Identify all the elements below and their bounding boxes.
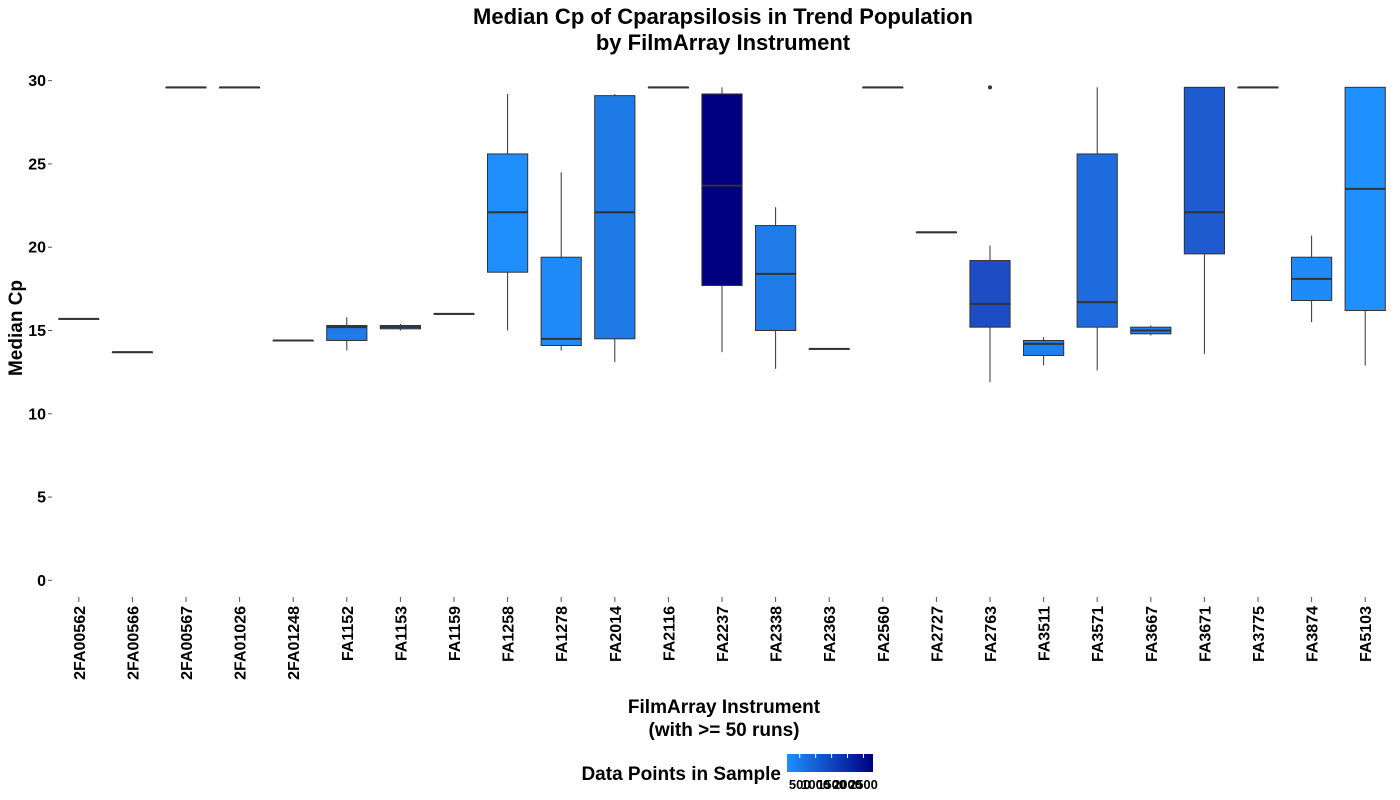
x-tick-label: 2FA00562 [72, 606, 89, 680]
legend-label: 2000 [833, 777, 862, 792]
x-tick-label: FA2014 [608, 606, 625, 662]
box-2FA01248 [272, 339, 314, 342]
box-iqr [969, 260, 1011, 328]
x-axis-title-line-1: FilmArray Instrument [628, 697, 821, 718]
box-iqr [1344, 86, 1386, 312]
box-iqr [755, 225, 797, 331]
box-2FA00567 [165, 86, 207, 89]
legend-colorbar [787, 754, 873, 772]
box-FA5103 [1344, 86, 1386, 366]
box-FA1278 [540, 172, 582, 351]
box-FA1159 [433, 312, 475, 315]
legend: Data Points in Sample 500100015002000250… [581, 754, 878, 792]
y-axis-title: Median Cp [6, 280, 27, 376]
box-2FA01026 [219, 86, 261, 89]
chart-title-line-2: by FilmArray Instrument [596, 30, 851, 55]
box-FA3667 [1130, 325, 1172, 336]
x-axis: 2FA00562 2FA00566 2FA00567 2FA01026 2FA01248… [72, 597, 1375, 680]
box-FA2727 [915, 231, 957, 234]
x-tick-label: FA3775 [1251, 606, 1268, 662]
legend-label: 2500 [849, 777, 878, 792]
box-FA2560 [862, 86, 904, 89]
box-FA2763 [969, 85, 1011, 383]
x-tick-label: FA2363 [822, 606, 839, 662]
box-iqr [1076, 153, 1118, 328]
outlier-point [988, 85, 992, 90]
x-tick-label: FA3667 [1144, 606, 1161, 662]
y-tick-label: 15 [28, 323, 46, 340]
legend-label: 500 [789, 777, 811, 792]
box-FA1153 [379, 323, 421, 331]
x-tick-label: FA2763 [983, 606, 1000, 662]
box-FA3775 [1237, 86, 1279, 89]
box-FA3571 [1076, 87, 1118, 371]
y-axis: 0 5 10 15 20 25 30 [28, 73, 52, 590]
x-tick-label: 2FA01026 [233, 606, 250, 680]
box-iqr [326, 325, 368, 341]
x-axis-title-line-2: (with >= 50 runs) [649, 720, 800, 741]
box-iqr [540, 256, 582, 346]
y-tick-label: 20 [28, 240, 46, 257]
x-tick-label: FA1258 [501, 606, 518, 662]
x-tick-label: 2FA00566 [125, 606, 142, 680]
box-FA2363 [808, 347, 850, 350]
box-2FA00562 [58, 317, 100, 320]
box-FA2237 [701, 87, 743, 353]
y-tick-label: 0 [37, 573, 46, 590]
box-iqr [1023, 339, 1065, 356]
box-FA2116 [647, 86, 689, 89]
x-tick-label: FA2727 [929, 606, 946, 662]
chart-title-line-1: Median Cp of Cparapsilosis in Trend Popu… [473, 4, 973, 29]
y-tick-label: 5 [37, 490, 46, 507]
box-FA3511 [1023, 337, 1065, 366]
x-tick-label: FA2237 [715, 606, 732, 662]
legend-title: Data Points in Sample [581, 764, 781, 785]
box-series [58, 85, 1386, 383]
y-tick-label: 10 [28, 406, 46, 423]
x-tick-label: FA2338 [769, 606, 786, 662]
box-iqr [1183, 86, 1226, 255]
x-tick-label: 2FA00567 [179, 606, 196, 680]
x-tick-label: FA1278 [554, 606, 571, 662]
box-FA2014 [594, 93, 636, 363]
box-2FA00566 [111, 351, 154, 354]
box-FA3671 [1183, 86, 1226, 354]
x-tick-label: 2FA01248 [286, 606, 303, 680]
x-tick-label: FA3874 [1305, 606, 1322, 662]
y-tick-label: 30 [28, 73, 46, 90]
x-tick-label: FA3671 [1197, 606, 1214, 662]
box-iqr [701, 93, 743, 287]
box-FA1152 [326, 317, 368, 351]
x-tick-label: FA2116 [661, 606, 678, 661]
x-tick-label: FA5103 [1358, 606, 1375, 662]
x-tick-label: FA1152 [340, 606, 357, 661]
x-tick-label: FA1153 [393, 606, 410, 661]
box-FA3874 [1291, 235, 1333, 323]
x-tick-label: FA3511 [1037, 606, 1054, 661]
y-tick-label: 25 [28, 156, 46, 173]
box-FA2338 [755, 207, 797, 369]
legend-label: 1000 [801, 777, 830, 792]
box-iqr [594, 95, 636, 340]
legend-label: 1500 [817, 777, 846, 792]
box-FA1258 [487, 93, 529, 331]
x-tick-label: FA1159 [447, 606, 464, 661]
x-tick-label: FA2560 [876, 606, 893, 662]
x-tick-label: FA3571 [1090, 606, 1107, 662]
